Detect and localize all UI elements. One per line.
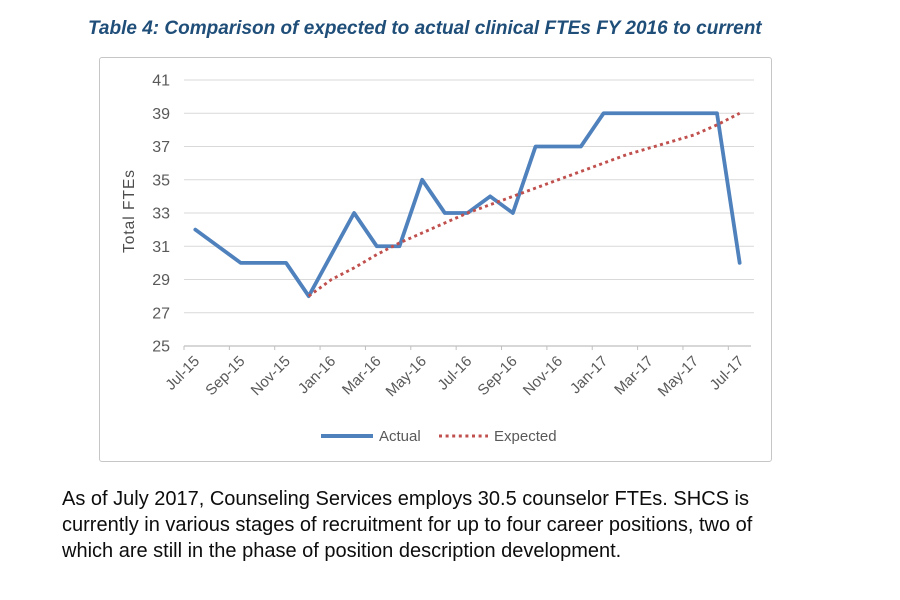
series-actual-line <box>193 111 742 299</box>
chart-frame: 25 27 29 31 33 35 37 39 41 Total FTEs Jul-15 Sep-15… <box>99 57 772 462</box>
svg-text:Jul-16: Jul-16 <box>434 353 475 394</box>
chart-title: Table 4: Comparison of expected to actua… <box>88 18 762 39</box>
svg-text:Sep-15: Sep-15 <box>202 353 248 399</box>
svg-text:39: 39 <box>152 106 170 123</box>
svg-text:Jan-17: Jan-17 <box>567 353 611 397</box>
footnote-line-1: As of July 2017, Counseling Services emp… <box>62 488 749 510</box>
gridlines <box>184 79 754 314</box>
svg-text:37: 37 <box>152 139 170 156</box>
svg-text:Jul-15: Jul-15 <box>162 353 203 394</box>
svg-text:Nov-15: Nov-15 <box>248 353 294 399</box>
svg-text:33: 33 <box>152 206 170 223</box>
svg-text:May-17: May-17 <box>655 353 702 400</box>
x-axis-line <box>183 345 751 350</box>
svg-text:Nov-16: Nov-16 <box>520 353 566 399</box>
svg-text:41: 41 <box>152 73 170 90</box>
svg-text:Mar-16: Mar-16 <box>339 353 385 399</box>
svg-text:Jul-17: Jul-17 <box>707 353 748 394</box>
footnote-paragraph: As of July 2017, Counseling Services emp… <box>62 486 862 564</box>
svg-text:Mar-17: Mar-17 <box>611 353 657 399</box>
legend: Actual Expected <box>321 428 557 445</box>
series-expected-line <box>307 111 741 298</box>
footnote-line-2: currently in various stages of recruitme… <box>62 514 753 536</box>
legend-expected-label: Expected <box>494 428 557 445</box>
chart-svg: 25 27 29 31 33 35 37 39 41 Total FTEs Jul-15 Sep-15… <box>121 73 754 445</box>
y-axis-title: Total FTEs <box>121 169 138 253</box>
svg-text:29: 29 <box>152 272 170 289</box>
svg-text:Sep-16: Sep-16 <box>474 353 520 399</box>
legend-actual-label: Actual <box>379 428 421 445</box>
y-axis-labels: 25 27 29 31 33 35 37 39 41 <box>152 73 170 356</box>
svg-text:May-16: May-16 <box>383 353 430 400</box>
svg-text:27: 27 <box>152 305 170 322</box>
svg-text:25: 25 <box>152 339 170 356</box>
svg-text:Jan-16: Jan-16 <box>295 353 339 397</box>
svg-text:31: 31 <box>152 239 170 256</box>
footnote-line-3: which are still in the phase of position… <box>62 540 622 562</box>
svg-text:35: 35 <box>152 172 170 189</box>
